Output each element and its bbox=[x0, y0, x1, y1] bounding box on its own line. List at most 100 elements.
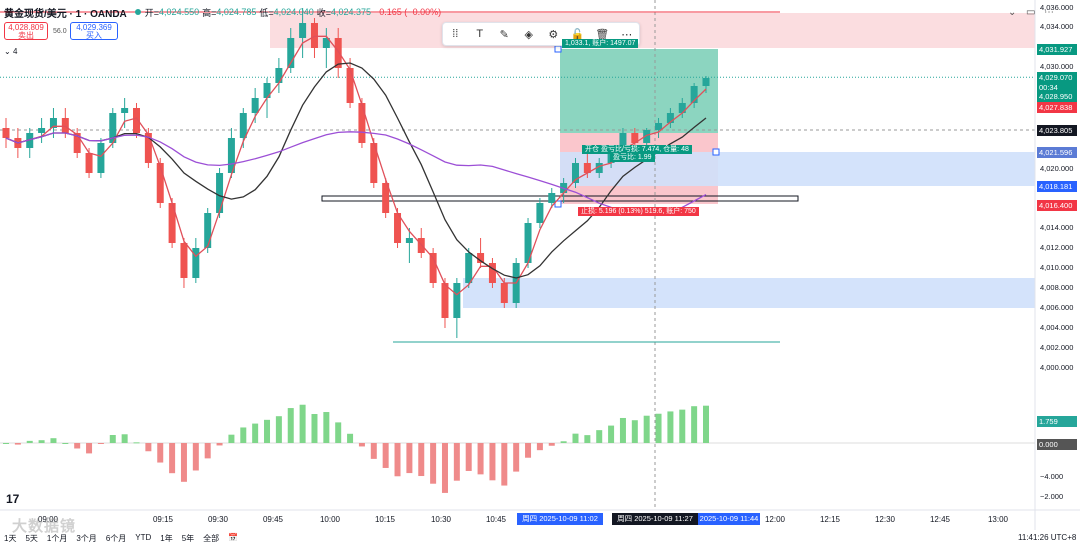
osc-label: 1.759 bbox=[1037, 416, 1077, 427]
fill-icon[interactable]: ◈ bbox=[524, 28, 533, 41]
low-label: 低= bbox=[259, 7, 274, 18]
osc-bar bbox=[62, 443, 69, 444]
close-label: 收= bbox=[316, 7, 331, 18]
candle bbox=[631, 128, 639, 148]
osc-bar bbox=[691, 406, 698, 443]
price-tick: 4,012.000 bbox=[1040, 243, 1074, 252]
range-bar: 1天 5天 1个月 3个月 6个月 YTD 1年 5年 全部 📅 bbox=[4, 533, 238, 544]
candle bbox=[417, 228, 425, 258]
candle-body bbox=[168, 203, 176, 243]
pencil-icon[interactable]: ✎ bbox=[499, 28, 509, 41]
open-value: 4,024.550 bbox=[159, 7, 200, 17]
buy-label: 买入 bbox=[86, 31, 102, 40]
osc-bar bbox=[584, 435, 591, 443]
candle bbox=[702, 76, 710, 93]
text-icon[interactable]: T bbox=[476, 28, 484, 40]
osc-bar bbox=[323, 412, 330, 443]
position-open-label: 开仓 盈亏比/亏损: 7.474, 仓量: 48 bbox=[582, 145, 692, 154]
candle-body bbox=[85, 153, 93, 173]
more-icon[interactable]: ⋯ bbox=[621, 28, 633, 41]
right-handle bbox=[712, 148, 720, 156]
range-button[interactable]: 5年 bbox=[181, 534, 195, 543]
osc-bar bbox=[347, 433, 354, 443]
candle bbox=[38, 118, 46, 143]
candle-body bbox=[488, 263, 496, 283]
osc-bar bbox=[679, 409, 686, 443]
time-range-end: 2025-10-09 11:44 bbox=[698, 513, 760, 525]
candle-body bbox=[477, 253, 485, 263]
osc-bar bbox=[643, 415, 650, 443]
candle-body bbox=[548, 193, 556, 203]
candle bbox=[453, 278, 461, 338]
stop-handle bbox=[554, 200, 562, 208]
candle bbox=[405, 228, 413, 263]
range-button[interactable]: YTD bbox=[135, 533, 152, 542]
candle-body bbox=[441, 283, 449, 318]
candle-body bbox=[500, 283, 508, 303]
candle bbox=[690, 83, 698, 108]
osc-bar bbox=[311, 414, 318, 443]
candle-body bbox=[690, 86, 698, 103]
range-button[interactable]: 5天 bbox=[25, 534, 38, 543]
more-options-icon[interactable]: ⋯ bbox=[1044, 7, 1054, 18]
calendar-icon[interactable]: 📅 bbox=[228, 533, 239, 542]
buy-button[interactable]: 4,029.369 买入 bbox=[70, 22, 118, 40]
osc-bar bbox=[287, 408, 294, 443]
candle bbox=[109, 108, 117, 148]
demand-zone bbox=[463, 278, 1035, 308]
osc-bar bbox=[86, 443, 93, 454]
candle-body bbox=[655, 123, 663, 130]
maximize-icon[interactable]: ▭ bbox=[1026, 7, 1036, 18]
candle-body bbox=[144, 133, 152, 163]
sell-price: 4,028.809 bbox=[8, 23, 44, 32]
osc-bar bbox=[560, 441, 567, 443]
candle bbox=[2, 118, 10, 148]
osc-bar bbox=[596, 430, 603, 443]
trash-icon[interactable]: 🗑 bbox=[595, 28, 610, 41]
collapse-icon[interactable]: ⌄ bbox=[1008, 7, 1017, 18]
time-tick: 09:45 bbox=[262, 515, 284, 524]
risk-ratio-label: 盈亏比: 1.99 bbox=[610, 153, 655, 162]
price-label: 4,018.181 bbox=[1037, 181, 1077, 192]
candle-body bbox=[583, 163, 591, 173]
osc-bar bbox=[608, 425, 615, 443]
range-button[interactable]: 1年 bbox=[160, 534, 173, 543]
osc-bar bbox=[667, 411, 674, 443]
indicators-toggle[interactable]: ⌄ 4 bbox=[4, 47, 18, 56]
candle-body bbox=[322, 38, 330, 48]
range-button[interactable]: 3个月 bbox=[76, 534, 97, 543]
candle-body bbox=[334, 38, 342, 68]
osc-label: 0.000 bbox=[1037, 439, 1077, 450]
settings-icon[interactable]: ⚙ bbox=[548, 28, 559, 41]
slow-ma-line bbox=[5, 62, 707, 279]
sell-label: 卖出 bbox=[18, 31, 34, 40]
lock-icon[interactable]: 🔓 bbox=[570, 28, 585, 41]
candle-body bbox=[263, 83, 271, 98]
osc-bar bbox=[572, 433, 579, 443]
price-tick: 4,036.000 bbox=[1040, 3, 1074, 12]
time-tick: 09:30 bbox=[207, 515, 229, 524]
range-button[interactable]: 1天 bbox=[4, 534, 17, 543]
osc-bar bbox=[14, 443, 21, 445]
candle-body bbox=[61, 118, 69, 133]
high-value: 4,024.785 bbox=[216, 7, 257, 17]
price-label: 4,023.805 bbox=[1037, 125, 1077, 136]
time-tick: 12:00 bbox=[764, 515, 786, 524]
candle bbox=[394, 208, 402, 248]
utc-clock[interactable]: 11:41:26 UTC+8 bbox=[1018, 533, 1077, 542]
sell-button[interactable]: 4,028.809 卖出 bbox=[4, 22, 48, 40]
candle bbox=[655, 118, 663, 138]
range-button[interactable]: 6个月 bbox=[105, 534, 127, 543]
osc-bar bbox=[299, 404, 306, 443]
osc-bar bbox=[97, 443, 104, 444]
symbol-title[interactable]: 黄金现货/美元 · 1 · OANDA bbox=[4, 8, 127, 20]
template-icon[interactable]: ⁞⁞ bbox=[452, 28, 459, 40]
range-button[interactable]: 全部 bbox=[203, 534, 220, 543]
range-button[interactable]: 1个月 bbox=[46, 534, 68, 543]
candle-body bbox=[121, 108, 129, 113]
osc-tick: −4.000 bbox=[1040, 472, 1064, 481]
candle-body bbox=[109, 113, 117, 143]
price-tick: 4,020.000 bbox=[1040, 164, 1074, 173]
osc-bar bbox=[631, 420, 638, 443]
